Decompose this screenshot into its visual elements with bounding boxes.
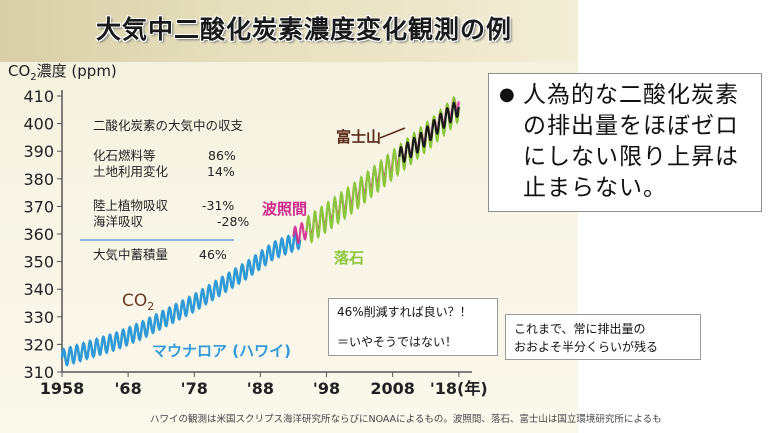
- budget-row-label: 化石燃料等: [93, 148, 156, 163]
- callout-text: 人為的な二酸化炭素の排出量をほぼゼロにしない限り上昇は止まらない。: [523, 82, 739, 201]
- note-line: おおよそ半分くらいが残る: [514, 340, 659, 354]
- co2-series-label: CO2: [122, 291, 154, 313]
- footer-credit: ハワイの観測は米国スクリプス海洋研究所ならびにNOAAによるもの。波照間、落石、…: [150, 414, 662, 425]
- y-tick-label: 370: [23, 197, 54, 216]
- slide-background: 大気中二酸化炭素濃度変化観測の例: [0, 0, 578, 433]
- y-tick-label: 380: [23, 170, 54, 189]
- note-line: ＝いやそうではない！: [337, 335, 458, 349]
- budget-row-value: -28%: [217, 214, 249, 229]
- y-tick-label: 310: [23, 363, 54, 382]
- budget-row-value: 46%: [199, 247, 227, 262]
- x-tick-label: '78: [181, 379, 208, 398]
- note-box-reduction: 46%削減すれば良い？！ ＝いやそうではない！: [328, 298, 498, 356]
- y-tick-label: 330: [23, 308, 54, 327]
- y-tick-label: 360: [23, 225, 54, 244]
- y-tick-label: 350: [23, 253, 54, 272]
- budget-row-label: 大気中蓄積量: [93, 247, 168, 262]
- slide-title: 大気中二酸化炭素濃度変化観測の例: [96, 15, 513, 44]
- budget-heading: 二酸化炭素の大気中の収支: [93, 118, 244, 133]
- note-line: 46%削減すれば良い？！: [337, 305, 472, 319]
- budget-row-label: 海洋吸収: [93, 214, 144, 229]
- bullet-icon: ●: [499, 84, 515, 105]
- budget-row-value: 14%: [207, 164, 235, 179]
- title-band: [0, 0, 578, 62]
- fuji-pointer-line: [379, 127, 406, 139]
- series-label-ochiishi: 落石: [334, 249, 364, 267]
- x-tick-label: '18(年): [430, 379, 488, 398]
- budget-row-label: 土地利用変化: [93, 164, 169, 179]
- x-tick-label: '68: [115, 379, 142, 398]
- y-axis-label: CO2濃度 (ppm): [8, 62, 117, 83]
- y-tick-label: 400: [23, 115, 54, 134]
- note-box-remaining: これまで、常に排出量の おおよそ半分くらいが残る: [505, 314, 701, 360]
- series-line-fuji: [398, 101, 460, 164]
- series-label-mauna-loa: マウナロア (ハワイ): [152, 342, 291, 360]
- x-tick-label: 1958: [40, 379, 85, 398]
- budget-row-value: -31%: [202, 198, 234, 213]
- budget-row-value: 86%: [208, 148, 236, 163]
- y-tick-label: 320: [23, 335, 54, 354]
- series-line-mauna-loa: [60, 231, 302, 367]
- x-tick-label: 2008: [370, 379, 415, 398]
- y-tick-label: 390: [23, 142, 54, 161]
- callout-box: ● 人為的な二酸化炭素の排出量をほぼゼロにしない限り上昇は止まらない。: [488, 73, 762, 212]
- y-tick-label: 410: [23, 87, 54, 106]
- x-tick-label: '98: [313, 379, 340, 398]
- x-tick-label: '88: [247, 379, 274, 398]
- series-label-hateruma: 波照間: [262, 200, 307, 218]
- budget-row-label: 陸上植物吸収: [93, 198, 169, 213]
- series-label-fuji: 富士山: [336, 128, 381, 146]
- note-line: これまで、常に排出量の: [514, 322, 646, 336]
- y-tick-label: 340: [23, 280, 54, 299]
- co2-chart: CO2濃度 (ppm) 310 320 330 340 350 360 370 380 390 40…: [8, 62, 488, 398]
- series-line-ochiishi: [305, 95, 460, 244]
